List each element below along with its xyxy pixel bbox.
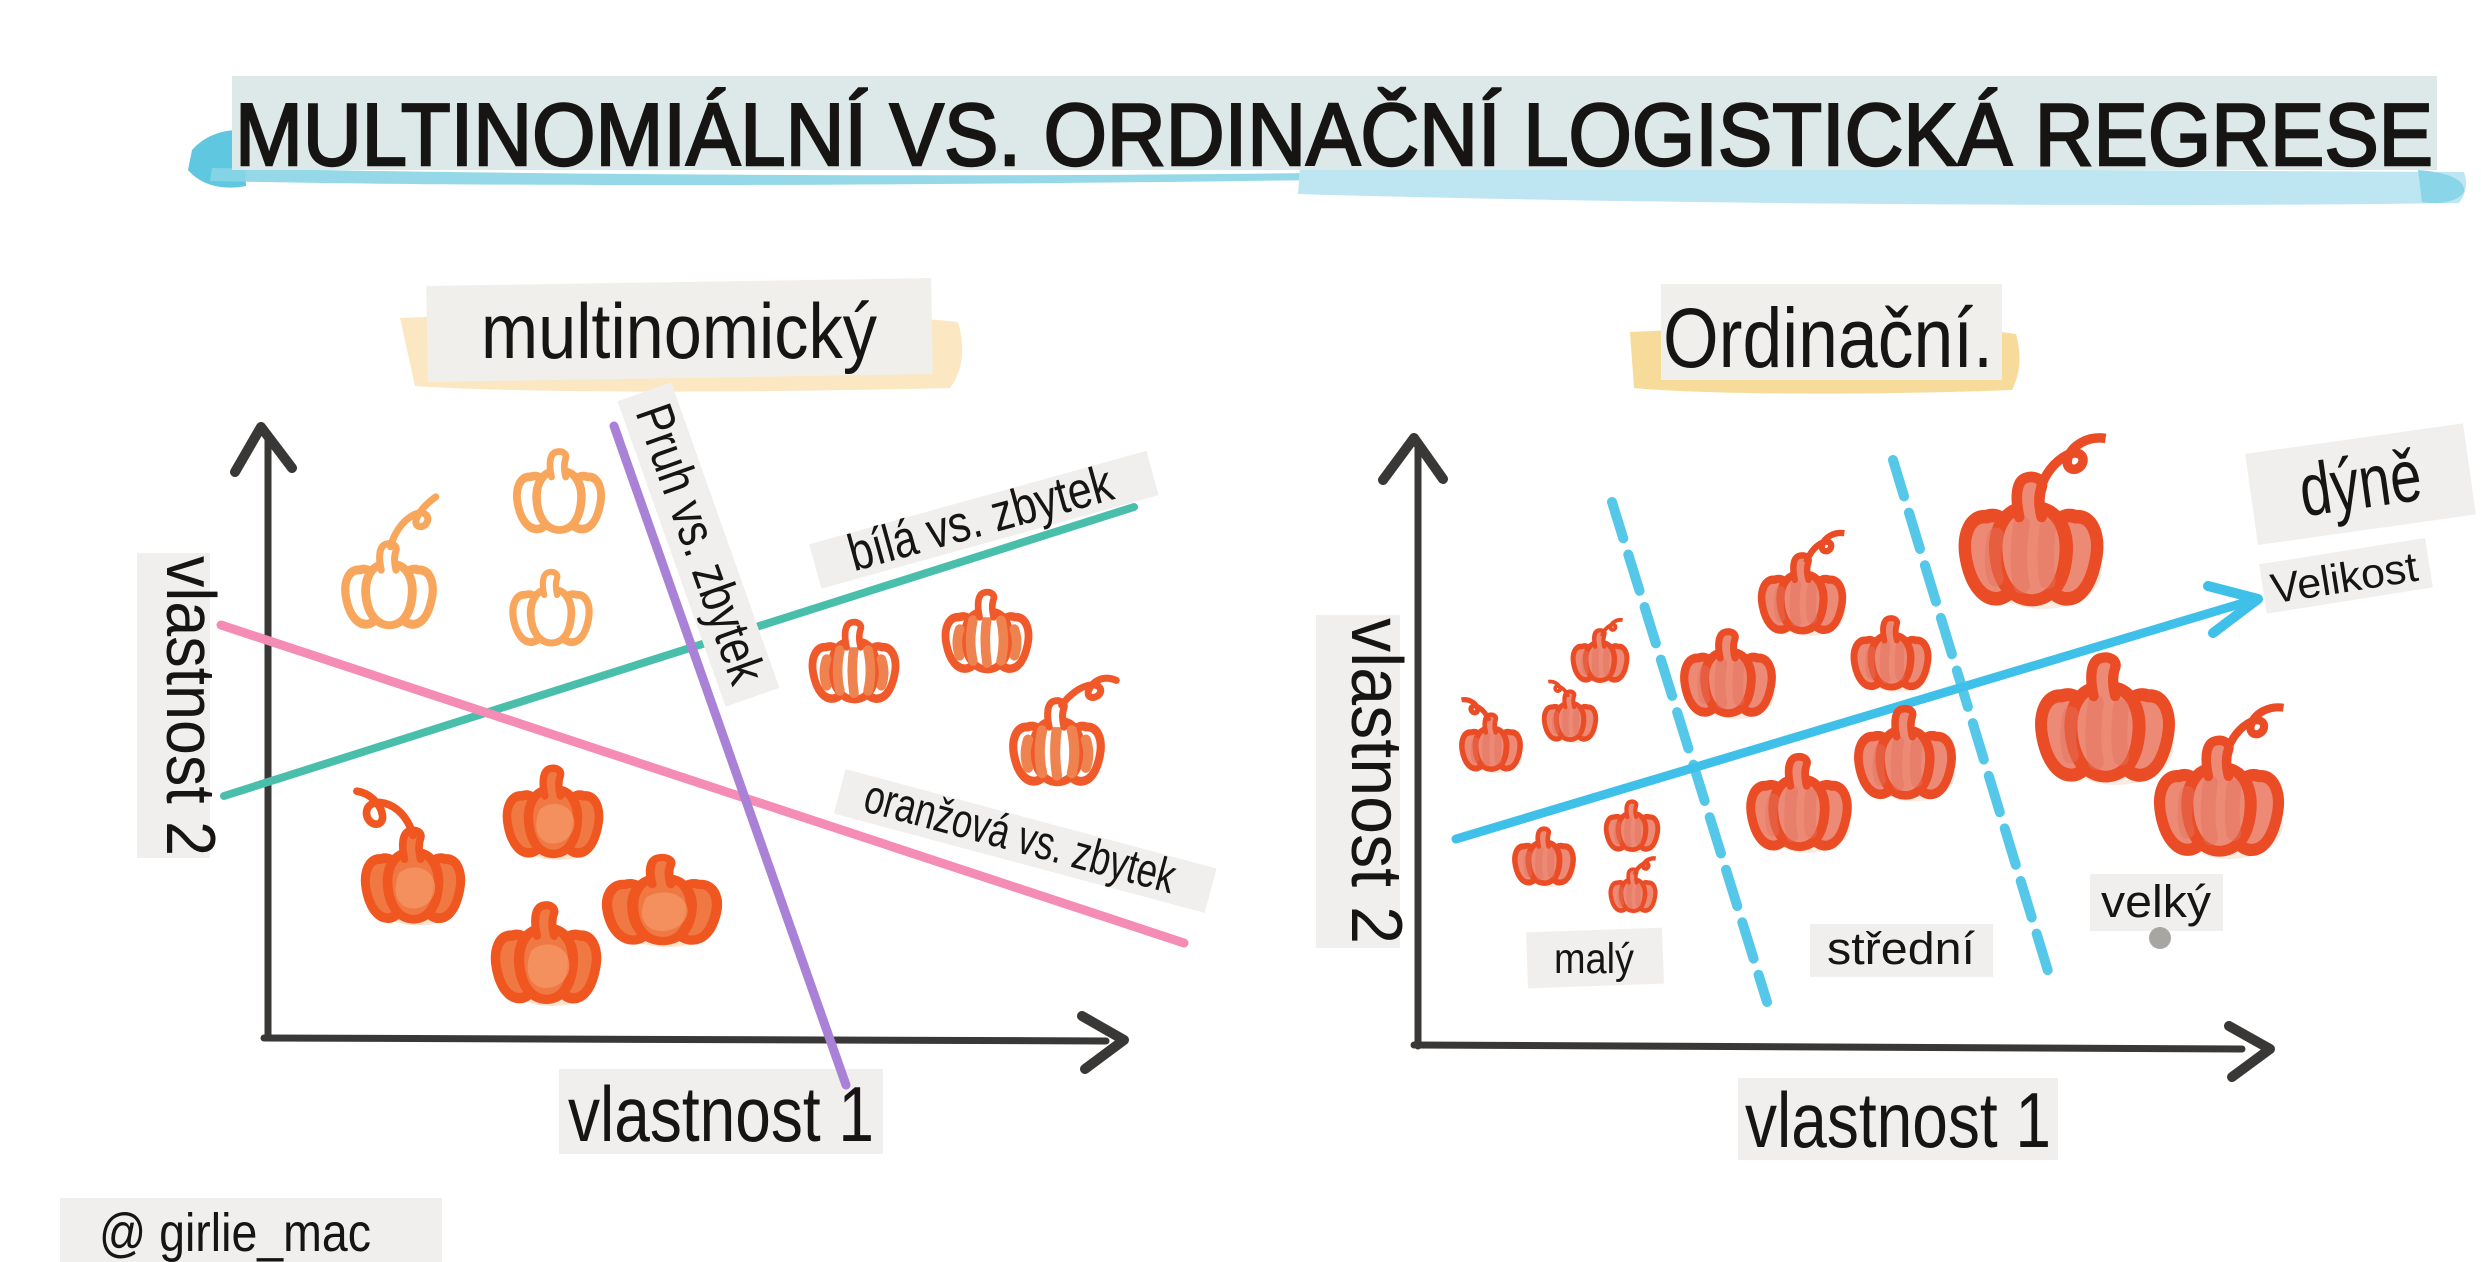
svg-text:@ girlie_mac: @ girlie_mac [99, 1203, 371, 1262]
svg-text:MULTINOMIÁLNÍ VS. ORDINAČNÍ LO: MULTINOMIÁLNÍ VS. ORDINAČNÍ LOGISTICKÁ R… [235, 85, 2433, 184]
svg-text:vlastnost 2: vlastnost 2 [152, 556, 230, 856]
svg-text:malý: malý [1554, 935, 1634, 983]
svg-text:vlastnost 2: vlastnost 2 [1336, 618, 1416, 944]
svg-text:vlastnost 1: vlastnost 1 [1745, 1076, 2051, 1164]
svg-text:střední: střední [1827, 923, 1976, 974]
svg-text:Ordinační.: Ordinační. [1663, 291, 1993, 385]
svg-text:dýně: dýně [2294, 433, 2426, 532]
svg-text:Velikost: Velikost [2267, 543, 2421, 613]
svg-text:oranžová vs. zbytek: oranžová vs. zbytek [859, 770, 1183, 904]
svg-text:bílá vs. zbytek: bílá vs. zbytek [842, 454, 1120, 583]
svg-text:vlastnost 1: vlastnost 1 [568, 1070, 874, 1158]
svg-text:velký: velký [2101, 876, 2212, 927]
svg-text:multinomický: multinomický [481, 287, 877, 375]
